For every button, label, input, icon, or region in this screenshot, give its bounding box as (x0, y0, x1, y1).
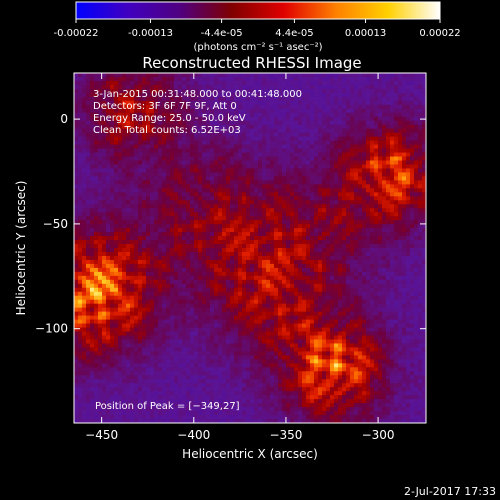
colorbar-tick-label: 0.00022 (419, 28, 460, 39)
heatmap (74, 73, 426, 423)
colorbar-unit-label: (photons cm⁻² s⁻¹ asec⁻²) (193, 42, 322, 53)
plot-frame (73, 72, 427, 424)
x-tick-label: −350 (269, 428, 302, 442)
x-axis-title: Heliocentric X (arcsec) (182, 447, 318, 461)
colorbar (75, 1, 441, 20)
y-tick-label: 0 (60, 112, 68, 126)
annotation-block: 3-Jan-2015 00:31:48.000 to 00:41:48.000D… (93, 89, 302, 136)
peak-position-label: Position of Peak = [−349,27] (95, 401, 240, 412)
axis-ticks: −450 −400 −350 −300 −100 −50 0 (35, 73, 426, 442)
y-tick-label: −50 (43, 217, 68, 231)
y-axis-title: Heliocentric Y (arcsec) (14, 181, 28, 316)
x-tick-label: −400 (177, 428, 210, 442)
x-tick-label: −450 (85, 428, 118, 442)
colorbar-tick-label: 0.00013 (345, 28, 386, 39)
colorbar-ticks: -0.00022 -0.00013 -4.4e-05 4.4e-05 0.00013 0.… (54, 19, 461, 39)
annotation-line: 3-Jan-2015 00:31:48.000 to 00:41:48.000 (93, 89, 302, 100)
annotation-line: Clean Total counts: 6.52E+03 (93, 125, 241, 136)
y-tick-label: −100 (35, 322, 68, 336)
x-tick-label: −300 (362, 428, 395, 442)
colorbar-tick-label: -4.4e-05 (201, 28, 243, 39)
colorbar-tick-label: -0.00022 (54, 28, 99, 39)
chart-title: Reconstructed RHESSI Image (142, 54, 361, 72)
colorbar-tick-label: -0.00013 (128, 28, 173, 39)
annotation-line: Detectors: 3F 6F 7F 9F, Att 0 (93, 101, 237, 112)
footer-date: 2-Jul-2017 17:33 (404, 485, 496, 498)
annotation-line: Energy Range: 25.0 - 50.0 keV (93, 113, 246, 124)
colorbar-tick-label: 4.4e-05 (275, 28, 313, 39)
